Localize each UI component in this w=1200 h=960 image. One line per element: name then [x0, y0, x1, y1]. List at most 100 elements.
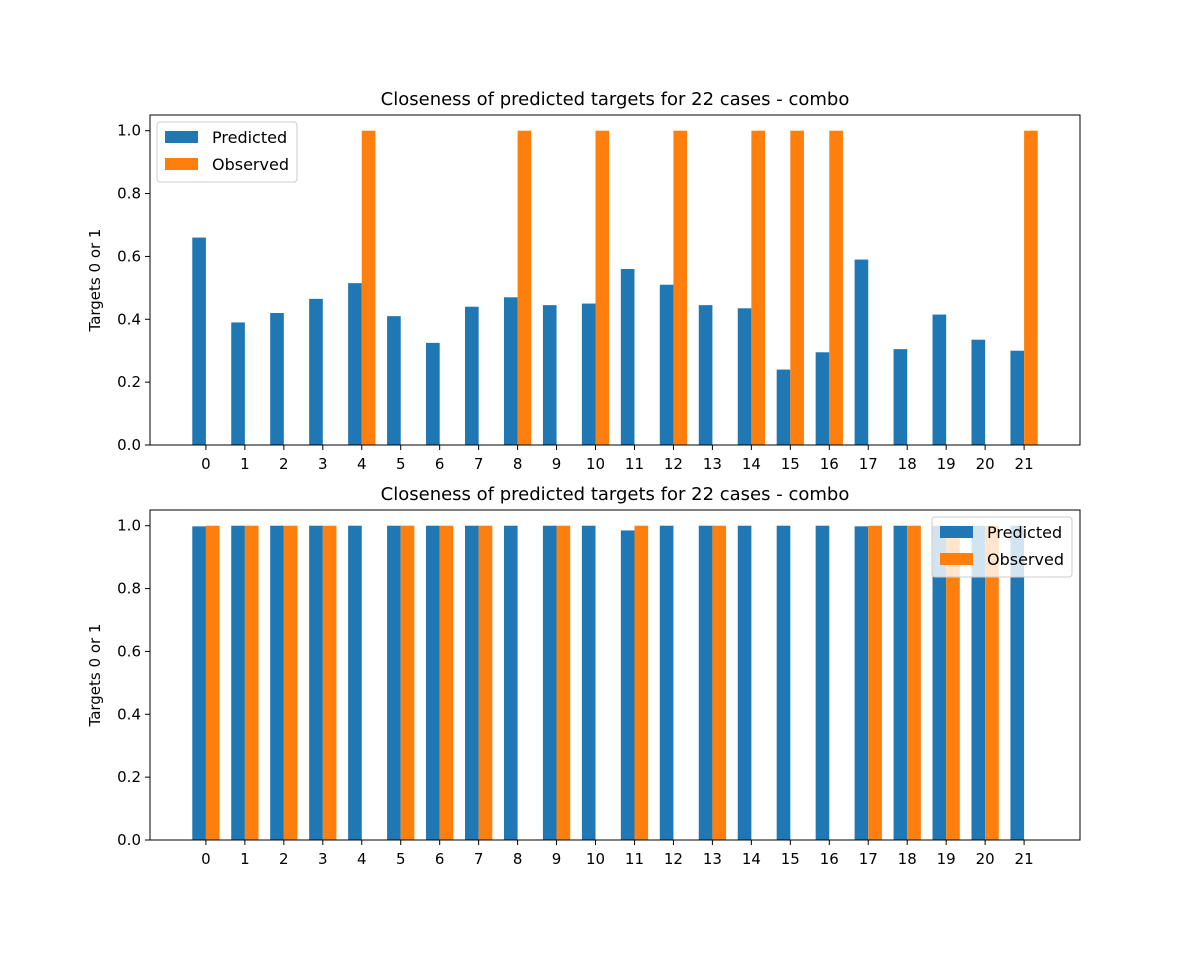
bar-predicted-14	[737, 525, 752, 840]
x-tick-label: 0	[201, 455, 211, 473]
bar-observed-18	[907, 525, 921, 840]
legend-swatch-observed	[940, 553, 973, 565]
x-tick-label: 19	[937, 850, 956, 868]
bar-predicted-2	[270, 525, 284, 840]
bar-predicted-15	[776, 525, 791, 840]
chart-title: Closeness of predicted targets for 22 ca…	[381, 484, 850, 505]
x-tick-label: 4	[357, 455, 367, 473]
bar-predicted-19	[932, 525, 947, 840]
bar-predicted-19	[932, 314, 947, 445]
y-tick-label: 0.6	[117, 247, 141, 265]
bar-observed-15	[790, 130, 804, 445]
bar-predicted-16	[815, 525, 830, 840]
x-tick-label: 19	[937, 455, 956, 473]
bar-predicted-15	[776, 369, 791, 445]
bar-predicted-11	[620, 530, 635, 840]
bar-predicted-6	[426, 342, 440, 445]
y-ticks: 0.0 0.2 0.4 0.6 0.8 1.0	[117, 122, 150, 454]
bar-observed-8	[517, 130, 532, 445]
bar-observed-12	[673, 130, 688, 445]
bar-predicted-13	[698, 525, 713, 840]
x-ticks: 0 1 2 3 4 5 6 7 8 9 10 11 12 13 14 15 16 17 18 19 20 21	[201, 445, 1034, 473]
x-tick-label: 14	[742, 455, 761, 473]
y-tick-label: 0.8	[117, 580, 141, 598]
bar-predicted-14	[737, 308, 752, 445]
bar-predicted-17	[854, 526, 869, 840]
x-tick-label: 10	[586, 455, 605, 473]
bar-predicted-4	[348, 525, 362, 840]
x-tick-label: 7	[474, 455, 484, 473]
bar-predicted-9	[542, 305, 557, 445]
x-tick-label: 8	[513, 850, 523, 868]
y-axis-label: Targets 0 or 1	[86, 624, 104, 728]
bar-observed-9	[556, 525, 571, 840]
x-tick-label: 1	[240, 850, 250, 868]
x-tick-label: 8	[513, 455, 523, 473]
y-tick-label: 1.0	[117, 517, 141, 535]
bar-predicted-21	[1010, 525, 1025, 840]
x-tick-label: 5	[396, 455, 406, 473]
bar-observed-17	[868, 525, 882, 840]
bar-predicted-9	[542, 525, 557, 840]
bar-predicted-8	[503, 525, 518, 840]
legend-label-observed: Observed	[987, 550, 1064, 569]
y-tick-label: 0.4	[117, 310, 141, 328]
bar-predicted-0	[192, 526, 206, 840]
bar-predicted-3	[309, 298, 323, 445]
x-tick-label: 11	[625, 455, 644, 473]
bar-predicted-20	[971, 339, 986, 445]
bar-observed-2	[283, 525, 298, 840]
bar-observed-4	[361, 130, 376, 445]
bar-predicted-0	[192, 237, 206, 445]
x-tick-label: 0	[201, 850, 211, 868]
x-tick-label: 16	[820, 850, 839, 868]
bar-observed-6	[439, 525, 454, 840]
y-tick-label: 0.6	[117, 642, 141, 660]
x-tick-label: 2	[279, 850, 289, 868]
bar-observed-19	[946, 525, 960, 840]
x-tick-label: 9	[552, 850, 562, 868]
bar-predicted-4	[348, 283, 362, 445]
y-tick-label: 1.0	[117, 122, 141, 140]
y-tick-label: 0.2	[117, 768, 141, 786]
bar-predicted-18	[893, 525, 908, 840]
x-tick-label: 11	[625, 850, 644, 868]
x-tick-label: 13	[703, 455, 722, 473]
x-tick-label: 16	[820, 455, 839, 473]
x-tick-label: 21	[1015, 455, 1034, 473]
x-tick-label: 20	[976, 850, 995, 868]
y-tick-label: 0.8	[117, 185, 141, 203]
plot-frame	[149, 509, 1081, 841]
bar-predicted-10	[581, 525, 596, 840]
bar-predicted-5	[387, 525, 401, 840]
plot-frame	[149, 114, 1081, 446]
x-tick-label: 15	[781, 455, 800, 473]
bar-group	[192, 525, 1025, 840]
bar-predicted-1	[231, 525, 245, 840]
x-tick-label: 15	[781, 850, 800, 868]
bar-observed-10	[595, 130, 610, 445]
bar-observed-7	[478, 525, 493, 840]
legend-swatch-predicted	[940, 526, 973, 538]
y-axis-label: Targets 0 or 1	[86, 229, 104, 333]
x-tick-label: 14	[742, 850, 761, 868]
x-tick-label: 18	[898, 850, 917, 868]
bar-predicted-20	[971, 525, 986, 840]
x-tick-label: 12	[664, 455, 683, 473]
bar-predicted-7	[465, 306, 479, 445]
bar-group	[192, 130, 1038, 445]
bar-predicted-2	[270, 313, 284, 445]
legend-label-observed: Observed	[212, 155, 289, 174]
x-ticks: 0 1 2 3 4 5 6 7 8 9 10 11 12 13 14 15 16 17 18 19 20 21	[201, 840, 1034, 868]
bar-predicted-1	[231, 322, 245, 445]
bar-observed-13	[712, 525, 727, 840]
bar-predicted-10	[581, 303, 596, 445]
bar-predicted-6	[426, 525, 440, 840]
bar-observed-11	[634, 525, 649, 840]
chart-title: Closeness of predicted targets for 22 ca…	[381, 89, 850, 110]
bar-observed-21	[1024, 130, 1038, 445]
y-tick-label: 0.0	[117, 436, 141, 454]
bar-observed-14	[751, 130, 765, 445]
x-tick-label: 17	[859, 455, 878, 473]
